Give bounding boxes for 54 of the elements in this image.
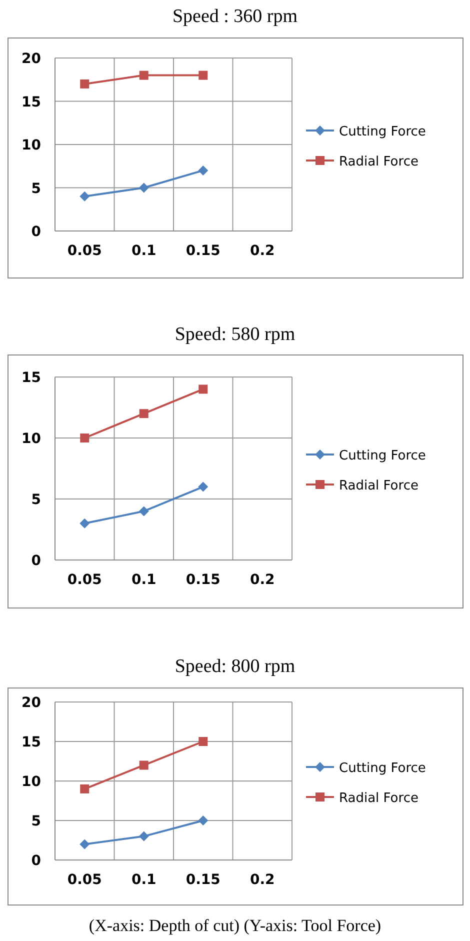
y-tick-label: 10 [22, 431, 42, 447]
point [138, 831, 149, 842]
x-tick-label: 0.1 [131, 243, 156, 259]
x-tick-label: 0.1 [131, 872, 156, 888]
x-tick-label: 0.2 [250, 243, 275, 259]
point [80, 434, 90, 442]
text: (X-axis: Depth of cut) (Y-axis: Tool Force) [88, 916, 382, 935]
y-tick-label: 5 [31, 180, 41, 197]
point [139, 760, 148, 770]
chart-title: Speed : 360 rpm [172, 6, 298, 27]
point [198, 70, 208, 80]
point [139, 409, 148, 418]
y-tick-label: 10 [22, 774, 42, 790]
y-tick-label: 0 [31, 853, 42, 869]
y-tick-label: 0 [31, 553, 42, 569]
legend-label: Radial Force [339, 154, 418, 170]
legend-label: Cutting Force [339, 761, 426, 776]
x-tick-label: 0.15 [186, 872, 220, 888]
legend-label: Radial Force [339, 791, 418, 806]
point [139, 70, 148, 80]
legend-label: Cutting Force [339, 448, 426, 464]
point [80, 191, 90, 202]
chart-title: Speed: 580 rpm [174, 324, 296, 345]
y-tick-label: 0 [31, 224, 42, 240]
legend-label: Cutting Force [339, 124, 426, 140]
point [138, 506, 149, 516]
legend-label: Radial Force [339, 478, 418, 494]
point [80, 518, 90, 528]
x-tick-label: 0.2 [250, 572, 275, 588]
x-tick-label: 0.1 [131, 572, 156, 588]
chart-title: Speed: 800 rpm [174, 656, 296, 677]
x-tick-label: 0.05 [67, 872, 102, 888]
point [198, 737, 208, 746]
y-tick-label: 10 [22, 138, 42, 154]
point [138, 182, 149, 193]
point [198, 482, 208, 492]
y-tick-label: 20 [22, 51, 42, 67]
point [80, 839, 90, 850]
y-tick-label: 5 [31, 814, 41, 830]
x-tick-label: 0.05 [67, 572, 102, 588]
point [80, 784, 90, 794]
x-tick-label: 0.2 [250, 872, 275, 888]
y-tick-label: 15 [22, 370, 41, 386]
y-tick-label: 5 [31, 492, 41, 508]
x-tick-label: 0.05 [67, 243, 102, 259]
point [198, 816, 208, 826]
x-tick-label: 0.15 [186, 572, 220, 588]
point [198, 384, 208, 394]
point [80, 79, 90, 88]
y-tick-label: 15 [22, 734, 41, 750]
point [198, 165, 208, 176]
y-tick-label: 20 [22, 695, 42, 711]
x-tick-label: 0.15 [186, 243, 220, 259]
y-tick-label: 15 [22, 94, 41, 110]
